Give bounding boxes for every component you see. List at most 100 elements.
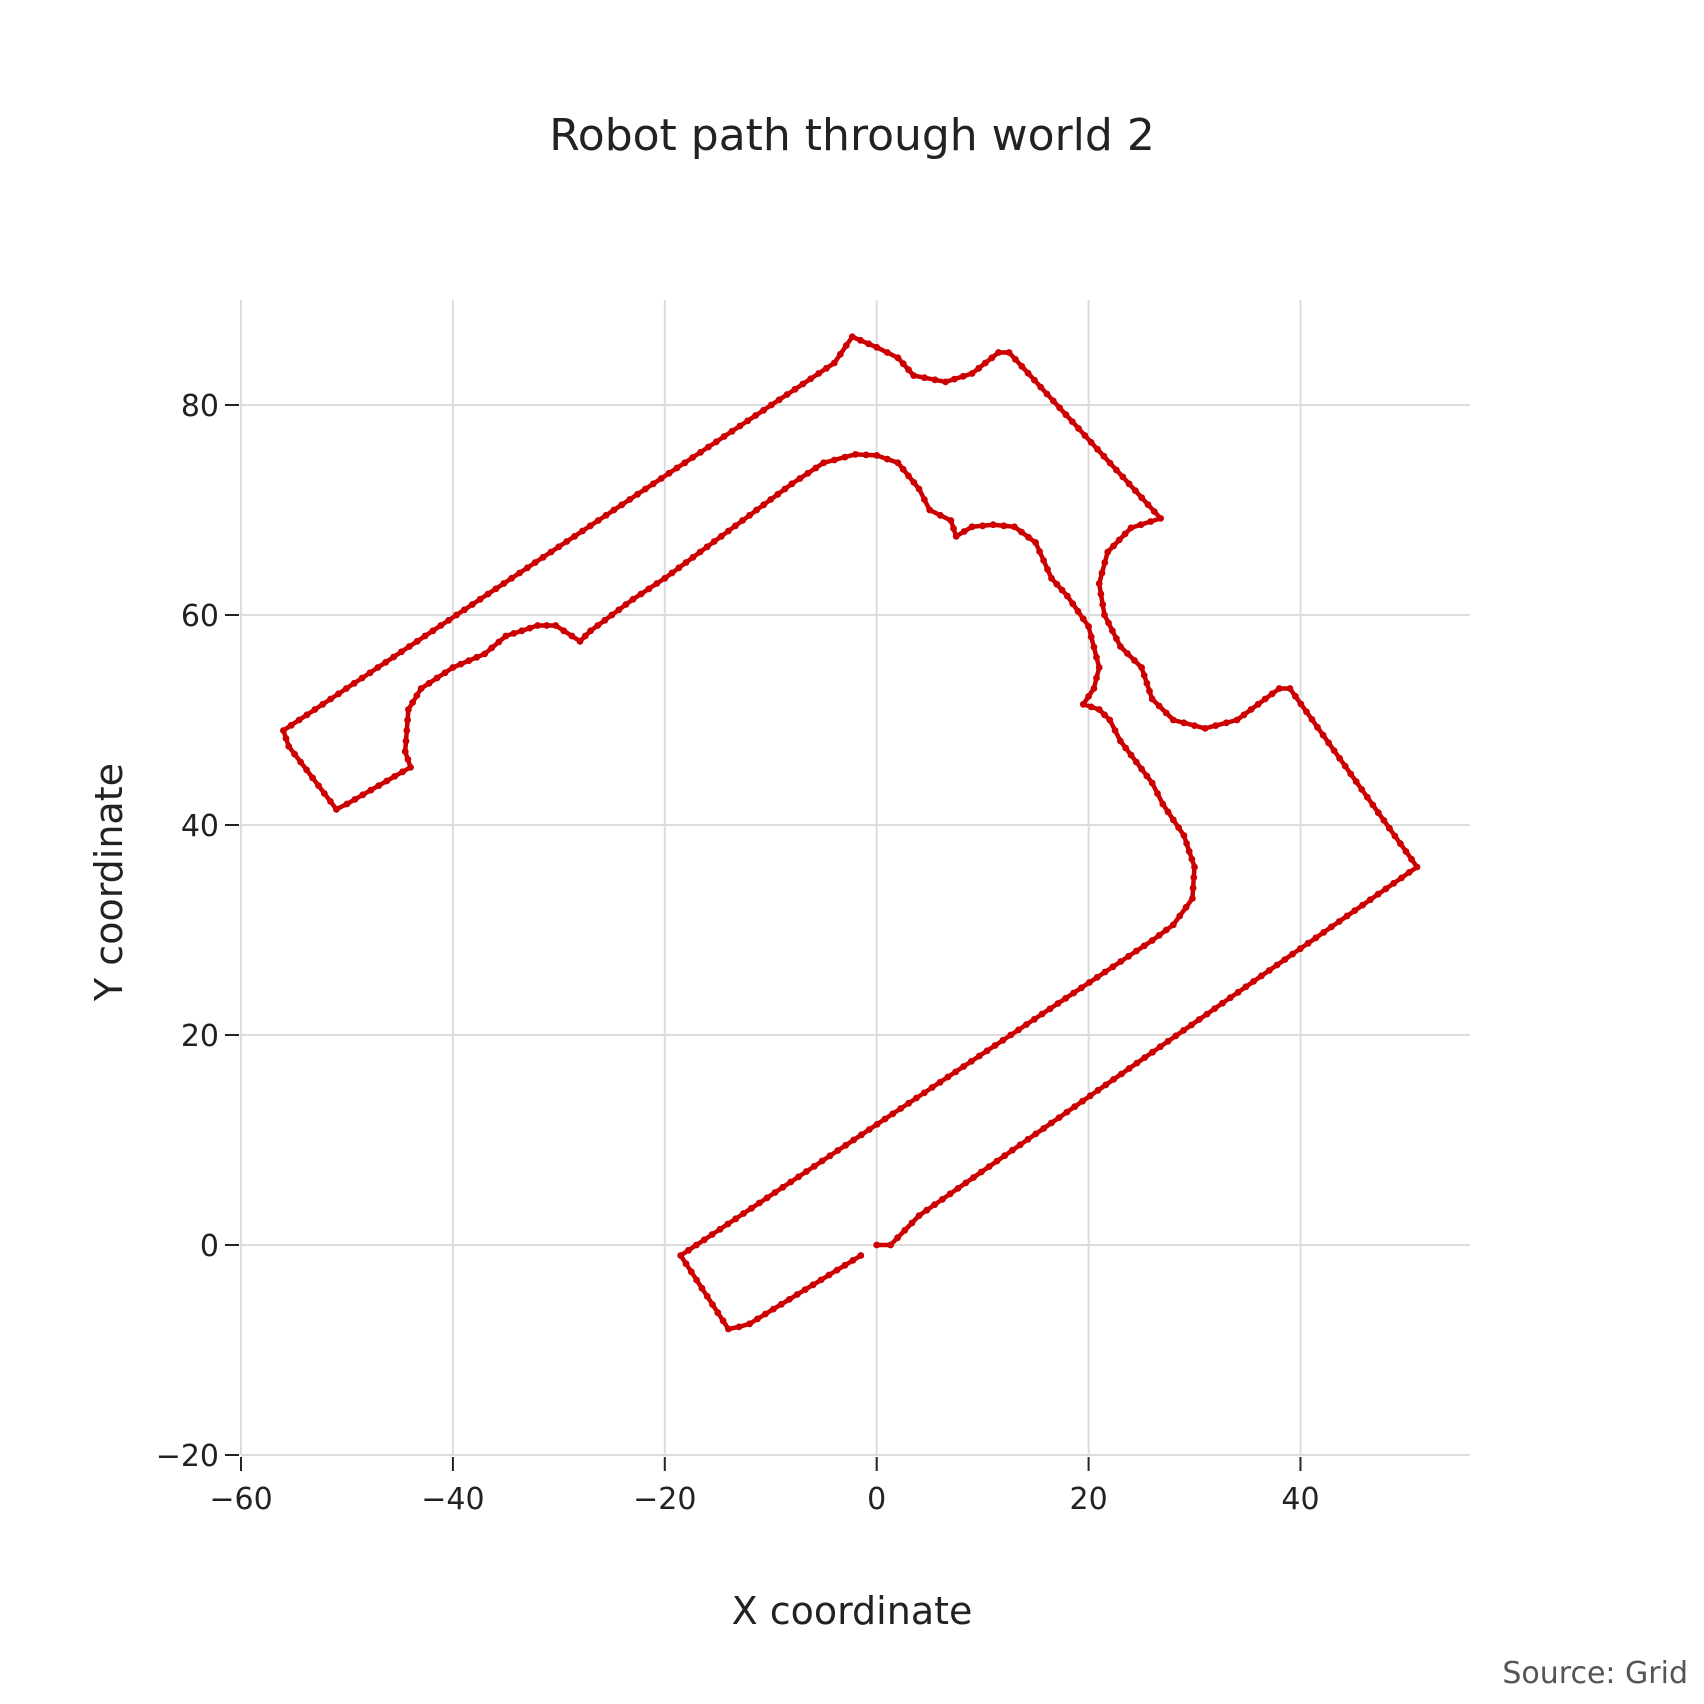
path-point bbox=[374, 664, 382, 671]
path-point bbox=[677, 1252, 685, 1259]
path-point bbox=[841, 453, 849, 461]
path-point bbox=[1273, 961, 1281, 969]
path-point bbox=[1132, 758, 1140, 766]
path-point bbox=[1075, 425, 1082, 432]
path-point bbox=[1382, 885, 1390, 893]
path-point bbox=[1012, 356, 1019, 363]
path-point bbox=[343, 800, 351, 808]
path-point bbox=[608, 611, 616, 619]
path-point bbox=[421, 632, 429, 640]
path-point bbox=[398, 648, 405, 656]
path-point bbox=[1097, 590, 1105, 598]
y-axis-label: Y coordinate bbox=[87, 763, 131, 1002]
path-point bbox=[783, 391, 791, 398]
path-point bbox=[1369, 801, 1377, 809]
path-point bbox=[809, 1281, 817, 1289]
path-point bbox=[708, 1231, 716, 1238]
path-point bbox=[830, 359, 838, 367]
path-point bbox=[508, 574, 515, 582]
path-point bbox=[1106, 716, 1114, 724]
path-point bbox=[668, 569, 676, 577]
path-point bbox=[1189, 895, 1196, 902]
path-point bbox=[698, 1284, 706, 1292]
path-point bbox=[681, 459, 689, 467]
path-point bbox=[1049, 397, 1057, 405]
path-point bbox=[461, 606, 468, 614]
path-point bbox=[1265, 967, 1273, 974]
path-point bbox=[1347, 770, 1355, 778]
path-point bbox=[842, 1141, 850, 1149]
path-point bbox=[946, 1190, 954, 1198]
path-point bbox=[951, 375, 958, 383]
path-point bbox=[1212, 722, 1220, 729]
path-point bbox=[1157, 515, 1164, 522]
path-point bbox=[1133, 947, 1140, 955]
path-point bbox=[744, 417, 752, 425]
path-point bbox=[1133, 1059, 1141, 1067]
path-point bbox=[852, 451, 859, 458]
path-point bbox=[367, 786, 375, 794]
path-point bbox=[1117, 737, 1124, 745]
path-point bbox=[921, 374, 928, 382]
path-point bbox=[995, 349, 1002, 356]
path-point bbox=[1079, 1097, 1086, 1105]
path-point bbox=[818, 1157, 826, 1165]
path-point bbox=[705, 443, 712, 451]
path-point bbox=[746, 1320, 753, 1328]
path-point bbox=[910, 479, 918, 486]
path-point bbox=[1125, 480, 1133, 488]
path-point bbox=[457, 660, 465, 668]
path-point bbox=[915, 1212, 923, 1219]
path-point bbox=[1156, 1043, 1164, 1051]
path-point bbox=[1000, 522, 1008, 530]
path-point bbox=[560, 627, 568, 635]
path-point bbox=[615, 606, 623, 614]
path-point bbox=[899, 360, 907, 368]
path-point bbox=[495, 638, 503, 646]
path-point bbox=[342, 685, 350, 692]
path-point bbox=[1044, 565, 1051, 573]
path-point bbox=[1175, 824, 1182, 831]
path-point bbox=[675, 564, 683, 572]
path-point bbox=[1101, 968, 1109, 976]
path-point bbox=[1325, 739, 1332, 747]
y-tick-label: 40 bbox=[181, 809, 219, 844]
path-point bbox=[1405, 869, 1413, 876]
path-point bbox=[327, 798, 334, 805]
path-point bbox=[1115, 536, 1123, 544]
path-point bbox=[1093, 674, 1100, 682]
path-point bbox=[1159, 800, 1167, 808]
path-point bbox=[1268, 690, 1276, 698]
path-point bbox=[526, 624, 534, 632]
path-point bbox=[587, 627, 594, 635]
path-point bbox=[862, 451, 870, 459]
path-point bbox=[1095, 706, 1103, 713]
path-point bbox=[988, 354, 996, 362]
path-point bbox=[975, 1052, 983, 1060]
path-point bbox=[403, 727, 411, 734]
path-point bbox=[1154, 790, 1161, 797]
path-point bbox=[1148, 779, 1156, 787]
path-point bbox=[834, 1147, 842, 1154]
path-point bbox=[1023, 1021, 1030, 1028]
path-point bbox=[404, 716, 411, 724]
path-point bbox=[826, 1152, 834, 1160]
path-point bbox=[297, 758, 304, 766]
path-point bbox=[1304, 939, 1312, 947]
path-point bbox=[787, 1178, 795, 1186]
path-point bbox=[1125, 952, 1132, 960]
robot-path bbox=[280, 333, 1421, 1333]
path-point bbox=[502, 632, 510, 640]
path-point bbox=[417, 685, 425, 692]
path-point bbox=[836, 350, 844, 358]
path-point bbox=[453, 611, 460, 619]
path-point bbox=[910, 372, 918, 379]
path-point bbox=[873, 1120, 881, 1128]
path-point bbox=[771, 1189, 779, 1196]
path-point bbox=[1162, 709, 1170, 717]
path-point bbox=[928, 1084, 936, 1091]
path-point bbox=[1040, 1125, 1047, 1132]
path-point bbox=[959, 372, 967, 380]
path-point bbox=[665, 469, 673, 477]
path-point bbox=[1100, 452, 1108, 460]
